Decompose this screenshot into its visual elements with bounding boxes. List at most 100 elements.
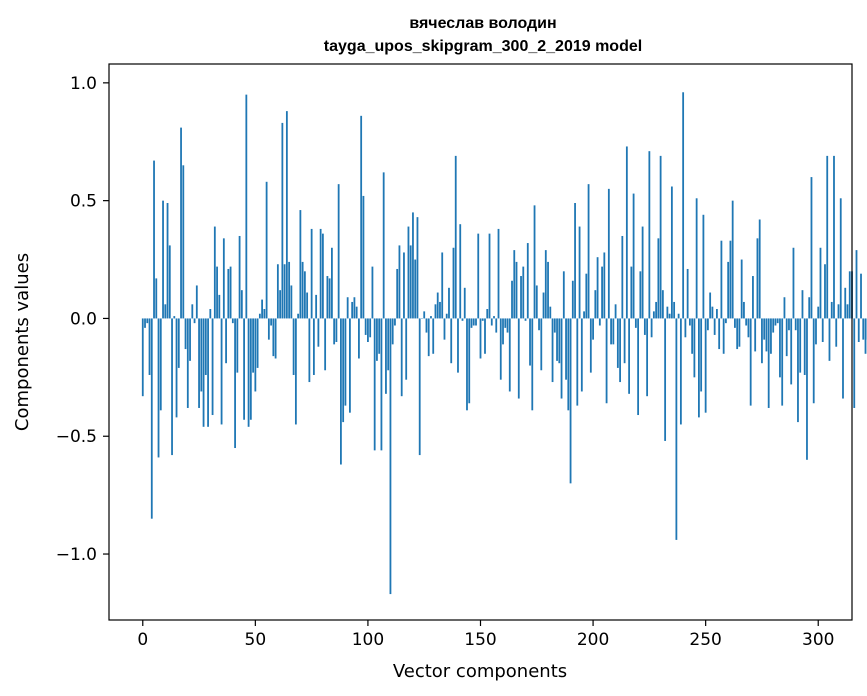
bar <box>601 266 603 319</box>
bar <box>477 233 480 319</box>
bar <box>713 318 716 335</box>
bar <box>371 266 374 319</box>
bar <box>567 318 570 411</box>
bar <box>664 318 667 441</box>
bar <box>243 318 245 420</box>
bar <box>794 318 797 331</box>
bar <box>484 318 486 354</box>
bar <box>551 318 554 383</box>
bar <box>679 318 682 425</box>
bar <box>605 318 608 404</box>
bar <box>321 233 324 319</box>
bar <box>862 318 865 340</box>
bar <box>207 318 209 427</box>
bar <box>754 318 757 352</box>
bar <box>549 306 552 319</box>
bar <box>547 261 549 319</box>
bar <box>860 273 862 319</box>
bar <box>673 301 676 319</box>
bar <box>495 318 498 333</box>
bar <box>722 318 725 354</box>
bar <box>211 318 214 416</box>
bar <box>150 318 153 519</box>
bar <box>614 304 617 319</box>
bar <box>470 318 473 328</box>
x-axis-label: Vector components <box>393 661 567 682</box>
bar <box>657 238 660 319</box>
bar <box>639 271 642 319</box>
bar <box>229 266 232 319</box>
bar <box>227 268 230 319</box>
bar <box>216 266 218 319</box>
bar <box>781 318 784 406</box>
bar <box>283 264 286 319</box>
bar <box>508 318 511 392</box>
bar <box>162 200 164 319</box>
bar <box>488 233 491 319</box>
bar <box>531 318 534 411</box>
bar <box>457 318 459 373</box>
bar <box>738 318 741 347</box>
bar <box>425 318 428 333</box>
bar <box>414 259 417 319</box>
bar <box>319 228 322 319</box>
bar <box>168 245 171 319</box>
bar <box>285 111 288 319</box>
bar <box>610 318 612 345</box>
bar <box>369 318 372 338</box>
bar <box>400 318 403 397</box>
bar <box>837 304 840 319</box>
bar <box>621 235 624 319</box>
bar <box>511 280 513 319</box>
bar <box>756 238 759 319</box>
bar <box>394 318 396 326</box>
bar <box>434 304 437 319</box>
bar <box>450 318 453 364</box>
bar <box>353 297 356 319</box>
bar <box>729 240 732 319</box>
bar <box>308 318 311 383</box>
bar <box>553 318 556 333</box>
bar <box>693 318 696 378</box>
bar <box>461 318 464 321</box>
bar <box>661 290 664 319</box>
bar <box>763 318 766 340</box>
bar <box>569 318 572 484</box>
bar <box>646 318 649 397</box>
bar <box>481 318 484 321</box>
bars-group <box>141 92 867 595</box>
bar <box>688 318 691 326</box>
bar <box>427 318 430 357</box>
bar <box>337 184 340 319</box>
bar <box>711 306 714 319</box>
bar <box>252 318 254 373</box>
bar <box>668 313 671 319</box>
bar <box>441 252 444 319</box>
bar <box>326 276 329 319</box>
bar <box>351 301 354 319</box>
bar <box>166 203 169 319</box>
bar <box>583 311 585 319</box>
bar <box>279 290 282 319</box>
bar <box>779 318 781 378</box>
bar <box>249 318 252 420</box>
x-tick-label: 150 <box>464 630 496 650</box>
bar <box>231 318 234 324</box>
bar <box>200 318 203 392</box>
bar <box>727 261 730 319</box>
bar <box>267 318 270 340</box>
bar <box>774 318 777 326</box>
bar <box>529 318 531 366</box>
chart-title: вячеслав володин <box>409 15 556 32</box>
bar <box>589 318 592 373</box>
bar <box>349 318 351 413</box>
bar <box>526 243 529 319</box>
bar <box>432 318 435 354</box>
bar <box>785 318 788 357</box>
bar <box>497 228 500 319</box>
bar <box>364 318 367 335</box>
bar <box>148 318 151 375</box>
bar <box>202 318 205 427</box>
bar <box>749 318 752 406</box>
bar <box>182 165 185 319</box>
